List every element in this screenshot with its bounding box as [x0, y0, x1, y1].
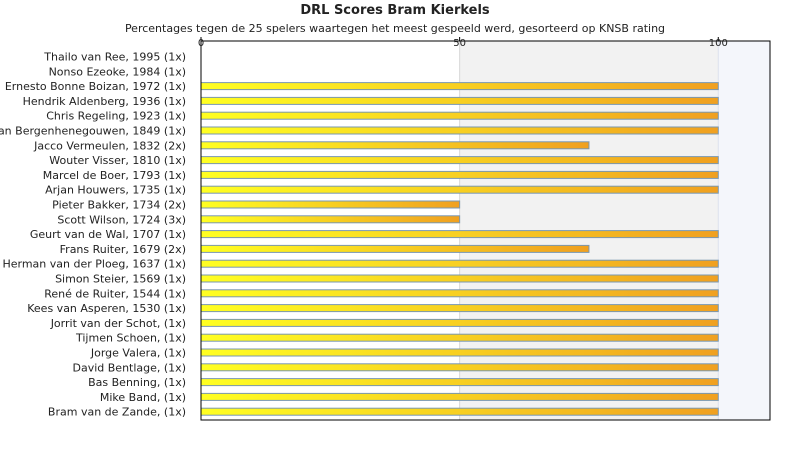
- category-label-1: Nonso Ezeoke, 1984 (1x): [49, 65, 186, 78]
- bar-3: [200, 96, 719, 105]
- bar-23: [200, 392, 719, 401]
- category-label-10: Pieter Bakker, 1734 (2x): [52, 199, 186, 212]
- category-label-15: Simon Steier, 1569 (1x): [55, 273, 186, 286]
- plot-frame: [200, 40, 771, 421]
- bar-14: [200, 259, 719, 268]
- category-label-13: Frans Ruiter, 1679 (2x): [60, 243, 186, 256]
- bar-9: [200, 185, 719, 194]
- category-label-0: Thailo van Ree, 1995 (1x): [43, 51, 186, 64]
- bar-6: [200, 141, 590, 150]
- category-label-11: Scott Wilson, 1724 (3x): [57, 213, 186, 226]
- category-label-18: Jorrit van der Schot, (1x): [50, 317, 186, 330]
- category-label-14: Herman van der Ploeg, 1637 (1x): [2, 258, 186, 271]
- category-label-16: René de Ruiter, 1544 (1x): [44, 287, 186, 300]
- category-label-19: Tijmen Schoen, (1x): [75, 332, 186, 345]
- category-label-3: Hendrik Aldenberg, 1936 (1x): [23, 95, 186, 108]
- bar-7: [200, 156, 719, 165]
- chart-title: DRL Scores Bram Kierkels: [300, 3, 490, 18]
- category-label-22: Bas Benning, (1x): [88, 376, 186, 389]
- bar-11: [200, 215, 461, 224]
- bar-10: [200, 200, 461, 209]
- bar-13: [200, 244, 590, 253]
- bar-24: [200, 407, 719, 416]
- bar-12: [200, 230, 719, 239]
- axes: [200, 37, 771, 421]
- bar-16: [200, 289, 719, 298]
- bar-21: [200, 363, 719, 372]
- category-label-17: Kees van Asperen, 1530 (1x): [27, 302, 186, 315]
- bar-15: [200, 274, 719, 283]
- category-label-20: Jorge Valera, (1x): [90, 347, 186, 360]
- category-label-23: Mike Band, (1x): [100, 391, 186, 404]
- tick-labels: 0 50 100: [198, 38, 728, 49]
- category-label-6: Jacco Vermeulen, 1832 (2x): [33, 139, 186, 152]
- bar-2: [200, 82, 719, 91]
- bar-19: [200, 333, 719, 342]
- bar-22: [200, 378, 719, 387]
- x-tick-label-100: 100: [709, 38, 728, 49]
- band-100-max: [718, 41, 770, 420]
- category-label-2: Ernesto Bonne Boizan, 1972 (1x): [5, 80, 186, 93]
- category-label-21: David Bentlage, (1x): [73, 361, 187, 374]
- category-label-4: Chris Regeling, 1923 (1x): [46, 110, 186, 123]
- category-label-7: Wouter Visser, 1810 (1x): [49, 154, 186, 167]
- bar-5: [200, 126, 719, 135]
- bar-8: [200, 170, 719, 179]
- category-labels: Thailo van Ree, 1995 (1x)Nonso Ezeoke, 1…: [0, 51, 186, 419]
- chart-subtitle: Percentages tegen de 25 spelers waartege…: [124, 22, 666, 35]
- category-label-5: Mark van Bergenhenegouwen, 1849 (1x): [0, 125, 186, 138]
- category-label-8: Marcel de Boer, 1793 (1x): [43, 169, 186, 182]
- bar-18: [200, 318, 719, 327]
- bar-4: [200, 111, 719, 120]
- bars: [200, 82, 719, 416]
- x-tick-label-50: 50: [453, 38, 466, 49]
- bar-20: [200, 348, 719, 357]
- category-label-12: Geurt van de Wal, 1707 (1x): [30, 228, 186, 241]
- category-label-24: Bram van de Zande, (1x): [48, 406, 186, 419]
- bar-17: [200, 304, 719, 313]
- category-label-9: Arjan Houwers, 1735 (1x): [45, 184, 186, 197]
- x-tick-label-0: 0: [198, 38, 204, 49]
